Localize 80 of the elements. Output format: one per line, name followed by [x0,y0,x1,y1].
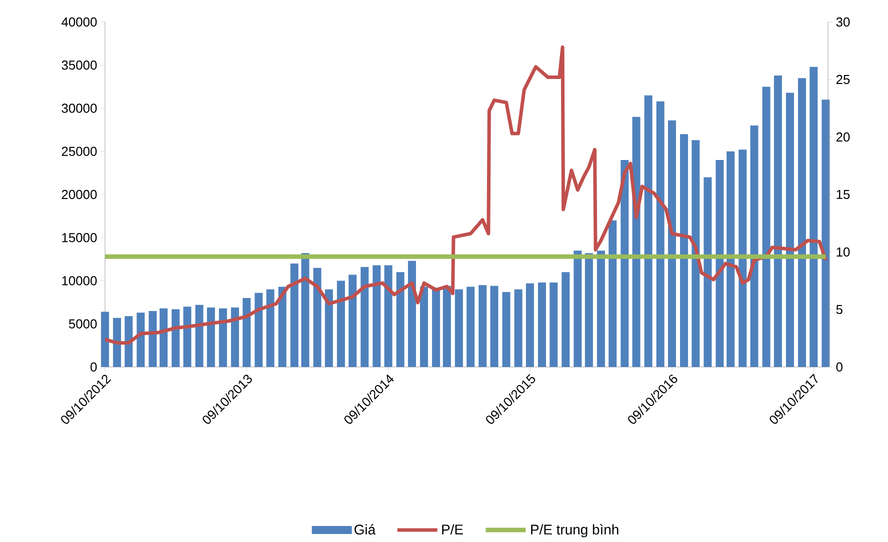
bar [432,288,440,367]
y2-tick-label: 30 [836,17,850,27]
bar [478,285,487,367]
bar [242,298,251,367]
y2-tick-label: 5 [836,304,842,314]
bar [656,101,664,367]
bar [420,286,428,367]
y-tick-label: 30000 [62,104,97,113]
y2-tick-label: 10 [836,247,850,257]
bar [290,264,298,367]
bar [596,250,605,367]
bar [692,140,700,367]
bar [716,160,724,367]
y2-tick-label: 0 [836,362,842,372]
bar [502,292,510,367]
bar [680,134,688,367]
y2-tick-label: 20 [836,132,850,142]
y-tick-label: 40000 [62,17,97,27]
legend-label: P/E trung bình [531,524,618,538]
bar [608,220,617,367]
bar [726,151,735,367]
bar [324,289,333,367]
y2-tick-label: 25 [836,74,850,84]
y-tick-label: 20000 [62,190,97,200]
bar [360,266,369,367]
bar [810,66,818,367]
bar [396,272,404,367]
bar [442,286,451,367]
bar [172,309,180,367]
bar [183,306,192,367]
bar [550,282,558,367]
bar [231,307,240,367]
bar [786,92,794,367]
bar [644,95,652,367]
legend-label: Giá [354,524,376,535]
bar [668,120,676,367]
bar [408,260,416,367]
bar [113,318,122,367]
bar [454,289,463,367]
bar [372,265,381,367]
bar [620,160,629,367]
bar [195,304,204,367]
bar [101,312,109,367]
bar [301,253,310,367]
bar [206,307,215,367]
bar [538,282,546,367]
bar [218,308,227,367]
bar [466,286,475,367]
bar [774,75,782,367]
y-tick-label: 10000 [62,276,97,286]
bar [313,268,322,367]
bar [124,316,133,367]
y-tick-label: 15000 [62,233,97,242]
y-tick-label: 0 [90,362,97,372]
bar [278,286,286,367]
bar [762,86,770,367]
legend-label: P/E [442,524,463,534]
bar [798,78,806,367]
bar [160,308,168,367]
bar [384,265,392,367]
bar [526,283,534,367]
bar [490,286,498,367]
y-tick-label: 35000 [62,60,97,70]
bar [750,126,758,367]
bar [562,272,570,367]
bar [348,274,357,367]
bar [148,310,157,367]
bar [704,177,712,367]
bar [584,253,593,367]
y2-tick-label: 15 [836,190,850,200]
bar [514,289,522,367]
y-tick-label: 5000 [68,319,97,328]
bar [574,250,582,367]
bar [136,312,145,367]
bar [266,289,274,367]
bar [254,292,263,367]
bar [336,280,345,367]
bar [738,150,747,367]
line-series [105,46,828,345]
y-tick-label: 25000 [62,146,97,156]
